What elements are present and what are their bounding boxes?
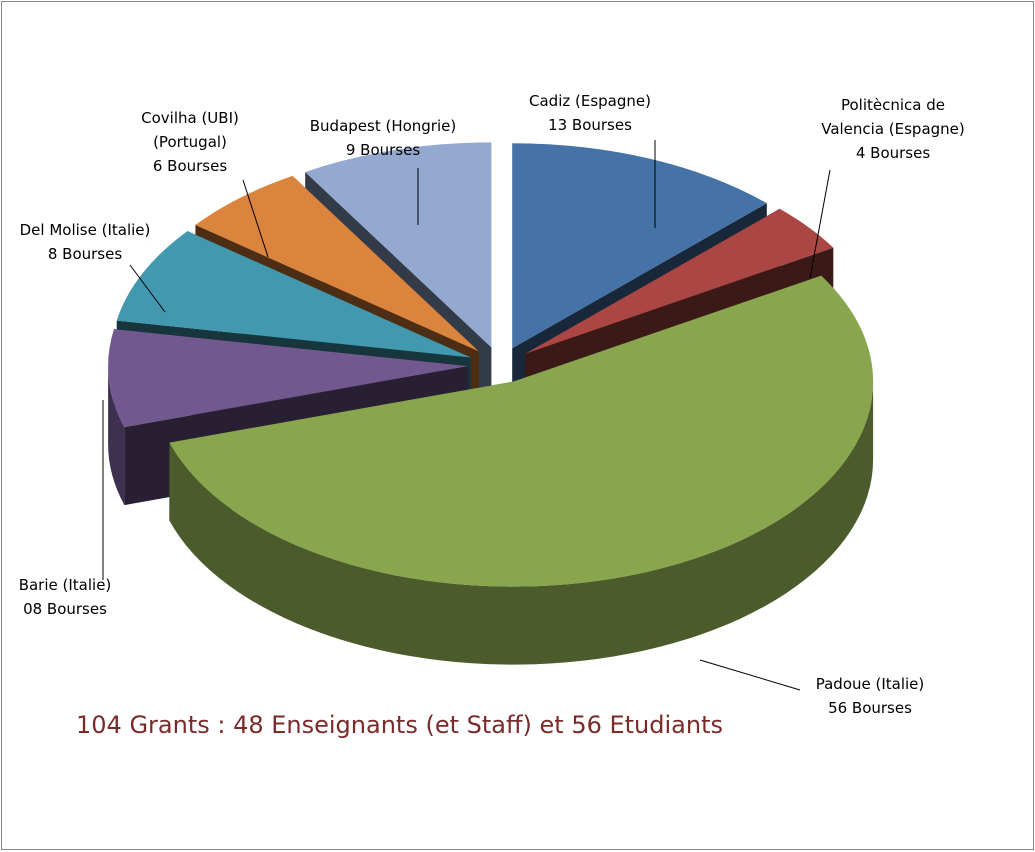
category-label: Barie (Italie) xyxy=(19,576,112,594)
category-label: Padoue (Italie) xyxy=(816,675,925,693)
category-label: Valencia (Espagne) xyxy=(821,120,965,138)
leader-line xyxy=(809,169,831,279)
slice xyxy=(525,208,834,354)
value-label: 6 Bourses xyxy=(153,157,227,175)
slice xyxy=(116,231,471,358)
category-label: (Portugal) xyxy=(153,133,227,151)
value-label: 8 Bourses xyxy=(48,245,122,263)
leader-line xyxy=(699,659,801,691)
leader-line xyxy=(129,264,166,313)
slice xyxy=(169,275,874,587)
value-label: 4 Bourses xyxy=(856,144,930,162)
value-label: 08 Bourses xyxy=(23,600,107,618)
value-label: 9 Bourses xyxy=(346,141,420,159)
category-label: Budapest (Hongrie) xyxy=(310,117,456,135)
slice xyxy=(305,142,492,348)
slice-side xyxy=(169,381,874,665)
leader-line xyxy=(242,179,269,258)
slice-side xyxy=(108,366,125,506)
category-label: Covilha (UBI) xyxy=(141,109,239,127)
slice xyxy=(512,143,767,349)
category-label: Cadiz (Espagne) xyxy=(529,92,651,110)
slice xyxy=(108,329,469,428)
category-label: Del Molise (Italie) xyxy=(20,221,151,239)
value-label: 13 Bourses xyxy=(548,116,632,134)
chart-title: 104 Grants : 48 Enseignants (et Staff) e… xyxy=(76,711,723,739)
category-label: Politècnica de xyxy=(841,96,945,114)
value-label: 56 Bourses xyxy=(828,699,912,717)
slice xyxy=(195,175,479,352)
